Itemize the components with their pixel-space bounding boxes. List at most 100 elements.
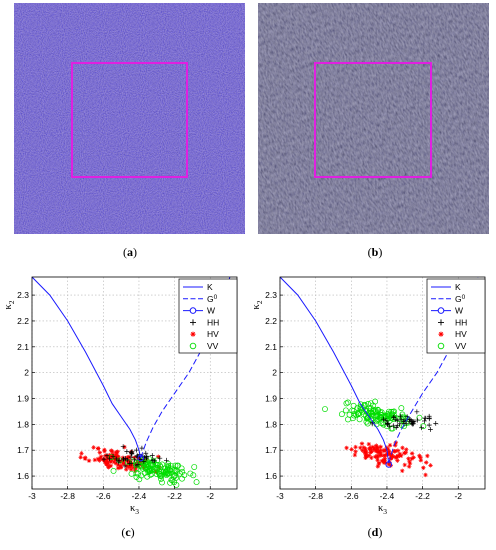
hh-point: [157, 455, 163, 461]
hv-point: [361, 445, 367, 450]
hh-point: [419, 425, 424, 431]
hv-point: [402, 462, 407, 468]
vv-point: [167, 479, 174, 486]
hv-point: [102, 447, 107, 453]
hh-point: [107, 456, 113, 462]
hv-point: [360, 448, 365, 453]
hh-point: [385, 421, 391, 426]
curve-k: [32, 277, 142, 459]
vv-point: [167, 462, 174, 469]
hv-point: [157, 465, 162, 470]
y-tick-label: 1.9: [17, 394, 29, 404]
vv-point: [399, 414, 406, 421]
caption-c: (c): [121, 525, 135, 539]
hv-point: [98, 454, 104, 459]
x-tick-label: -2.4: [380, 491, 395, 501]
hv-point: [397, 451, 403, 457]
vv-point: [388, 408, 395, 415]
vv-point: [166, 466, 173, 473]
hh-point: [411, 421, 416, 427]
y-tick-label: 1.7: [17, 445, 29, 455]
vv-point: [176, 470, 183, 477]
hv-point: [115, 465, 121, 471]
hv-point: [86, 458, 92, 463]
vv-point: [165, 462, 172, 469]
y-tick-label: 1.8: [17, 419, 29, 429]
vv-point: [382, 412, 389, 419]
vv-point: [146, 467, 153, 474]
hv-point: [132, 468, 138, 473]
curve-g0: [140, 277, 231, 459]
hv-point: [115, 462, 121, 468]
hv-point: [353, 444, 358, 450]
hv-point: [369, 455, 374, 461]
hv-point: [421, 465, 426, 470]
legend-swatch-w: [189, 307, 197, 314]
hv-point: [387, 460, 392, 465]
vv-point: [125, 459, 131, 466]
hv-point: [406, 464, 412, 469]
y-tick-label: 2: [24, 368, 29, 378]
hh-point: [426, 422, 432, 428]
hv-point: [128, 467, 134, 472]
hv-point: [91, 445, 96, 450]
hh-point: [132, 457, 138, 463]
y-tick-label: 1.8: [265, 419, 277, 429]
hh-point: [381, 416, 386, 422]
vv-point: [398, 405, 405, 412]
hv-point: [344, 445, 349, 451]
legend-label-hv: HV: [207, 329, 219, 339]
vv-point: [173, 482, 180, 488]
vv-point: [368, 409, 375, 416]
chart-c: -3 -2.8 -2.6 -2.4 -2.2 -2 1.6 1.7 1.8 1.9 2 2.1 2.2 2…: [3, 274, 244, 516]
vv-point: [148, 465, 155, 472]
hv-point: [92, 457, 98, 463]
hh-point: [101, 456, 107, 462]
caption-a: (a): [123, 245, 137, 259]
legend-label-g0: G0: [207, 294, 218, 304]
hh-point: [414, 409, 420, 415]
legend-swatch-w: [437, 307, 445, 314]
hv-point: [417, 453, 422, 458]
hh-point: [120, 444, 126, 450]
hv-point: [409, 451, 415, 456]
hv-point: [133, 465, 138, 471]
hv-point: [115, 454, 120, 459]
hh-point: [120, 456, 126, 462]
hh-point: [113, 456, 119, 462]
hh-point: [133, 462, 139, 468]
hh-point: [397, 421, 403, 427]
vv-point: [353, 411, 360, 418]
legend-label-vv: VV: [455, 341, 467, 351]
x-tick-label: -2.8: [60, 491, 75, 501]
hh-point: [385, 422, 390, 427]
legend-label-k: K: [455, 282, 461, 292]
x-tick-label: -2: [206, 491, 214, 501]
hh-point: [433, 421, 439, 426]
y-tick-label: 2.2: [17, 316, 29, 326]
y-tick-label: 1.6: [265, 471, 277, 481]
hv-point: [95, 446, 101, 451]
hv-point: [364, 449, 369, 455]
x-tick-label: -2.6: [96, 491, 111, 501]
hv-point: [407, 461, 413, 466]
vv-point: [367, 400, 374, 407]
hv-point: [126, 460, 131, 465]
x-tick-label: -2: [454, 491, 462, 501]
hh-point: [124, 449, 130, 454]
hv-point: [407, 459, 412, 465]
hv-point: [116, 454, 121, 460]
legend-swatch-hh: [190, 319, 196, 326]
vv-point: [159, 479, 165, 486]
axes-box: [279, 276, 486, 490]
hh-point: [394, 418, 400, 423]
hv-point: [115, 449, 120, 454]
legend-label-k: K: [207, 282, 213, 292]
hh-point: [127, 460, 133, 466]
hv-point: [376, 449, 381, 454]
vv-point: [193, 479, 200, 486]
hv-point: [378, 450, 383, 455]
y-tick-label: 2.3: [265, 290, 277, 300]
hv-point: [392, 449, 397, 454]
hv-point: [395, 454, 401, 459]
